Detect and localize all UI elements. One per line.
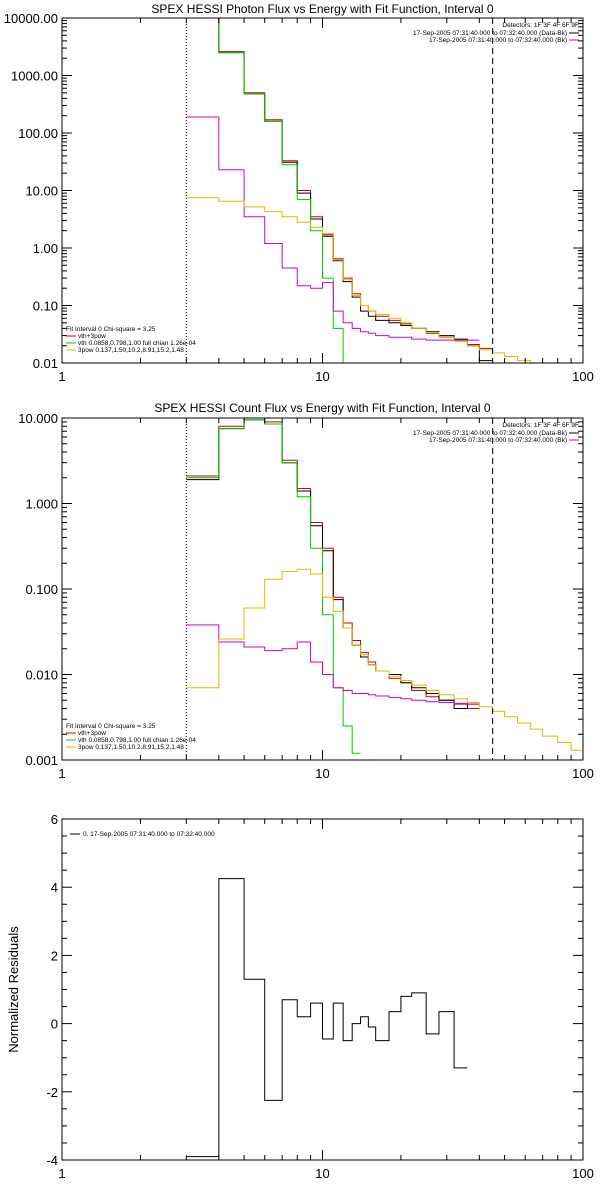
- legend-entry: 17-Sep-2005 07:31:40.000 to 07:32:40.000…: [413, 430, 567, 437]
- y-tick-label: 4: [51, 880, 58, 895]
- x-tick-label: 10: [315, 1166, 329, 1181]
- legend-fit-header: Fit Interval 0 Chi-square = 3.25: [66, 326, 156, 333]
- y-tick-label: 0.001: [25, 753, 58, 768]
- y-tick-label: 10000.00: [4, 11, 58, 26]
- legend-entry: 3pow 0.137,1.50,10.2,8.91,15.2,1.48: [78, 744, 184, 751]
- plot-frame: [61, 818, 584, 1161]
- count-flux-panel: SPEX HESSI Count Flux vs Energy with Fit…: [18, 401, 594, 781]
- legend-entry: 17-Sep-2005 07:31:40.000 to 07:32:40.000…: [413, 30, 567, 37]
- series-line-4: [186, 197, 544, 363]
- legend-entry: vth+3pow: [78, 333, 106, 340]
- x-tick-label: 1: [58, 1166, 65, 1181]
- plot-frame: [61, 17, 584, 364]
- y-tick-label: 6: [51, 812, 58, 827]
- x-tick-label: 1: [58, 369, 65, 384]
- series-line-4: [186, 568, 583, 751]
- series-line-3: [186, 116, 480, 341]
- y-tick-label: 1000.00: [11, 69, 58, 84]
- legend-bottom-left: Fit Interval 0 Chi-square = 3.25vth+3pow…: [66, 326, 196, 354]
- legend-entry: vth+3pow: [78, 730, 106, 737]
- residuals-panel: Normalized Residuals 1 10 100 6 4 2 0 -2 -4 0. 17-…: [6, 812, 594, 1181]
- legend-top-left: 0. 17-Sep-2005 07:31:40.000 to 07:32:40.…: [70, 831, 215, 838]
- y-tick-label: 2: [51, 948, 58, 963]
- y-tick-label: 0: [51, 1017, 58, 1032]
- legend-entry: 17-Sep-2005 07:31:40.000 to 07:32:40.000…: [429, 37, 567, 44]
- legend-entry: vth 0.0858,0.798,1.00 full chian 1.26e-0…: [78, 737, 196, 744]
- legend-entry: 3pow 0.137,1.50,10.2,8.91,15.2,1.48: [78, 347, 184, 354]
- legend-fit-header: Fit Interval 0 Chi-square = 3.25: [66, 723, 156, 730]
- x-tick-label: 100: [572, 766, 594, 781]
- photon-flux-panel: SPEX HESSI Photon Flux vs Energy with Fi…: [4, 2, 594, 384]
- legend-entry: 0. 17-Sep-2005 07:31:40.000 to 07:32:40.…: [83, 831, 215, 838]
- legend-detectors: Detectors: 1F 3F 4F 6F 9F: [502, 422, 579, 429]
- y-tick-label: 100.00: [18, 126, 58, 141]
- series-line-2: [186, 419, 361, 754]
- x-tick-label: 100: [572, 369, 594, 384]
- y-tick-label: 0.01: [33, 356, 58, 371]
- y-axis-label: Normalized Residuals: [6, 926, 21, 1053]
- series-line-3: [186, 624, 480, 705]
- legend-bottom-left: Fit Interval 0 Chi-square = 3.25vth+3pow…: [66, 723, 196, 751]
- x-tick-label: 100: [572, 1166, 594, 1181]
- y-tick-label: 10.000: [18, 411, 58, 426]
- series-line-0: [186, 878, 468, 1158]
- legend-detectors: Detectors: 1F 3F 4F 6F 9F: [502, 22, 579, 29]
- y-tick-label: 1.000: [25, 497, 58, 512]
- y-tick-label: 0.10: [33, 299, 58, 314]
- y-tick-label: 10.00: [25, 184, 58, 199]
- x-tick-label: 1: [58, 766, 65, 781]
- x-tick-label: 10: [315, 369, 329, 384]
- y-tick-label: 1.00: [33, 241, 58, 256]
- y-tick-label: -2: [46, 1085, 58, 1100]
- y-tick-label: -4: [46, 1153, 58, 1168]
- y-tick-label: 0.100: [25, 582, 58, 597]
- y-tick-label: 0.010: [25, 668, 58, 683]
- x-tick-label: 10: [315, 766, 329, 781]
- chart-title: SPEX HESSI Photon Flux vs Energy with Fi…: [151, 2, 493, 16]
- legend-entry: 17-Sep-2005 07:31:40.000 to 07:32:40.000…: [429, 437, 567, 444]
- series-line-2: [218, 18, 353, 363]
- series-group: [186, 418, 583, 754]
- series-group: [186, 878, 468, 1158]
- chart-title: SPEX HESSI Count Flux vs Energy with Fit…: [154, 401, 490, 415]
- series-line-1: [218, 18, 493, 362]
- legend-entry: vth 0.0858,0.798,1.00 full chian 1.26e-0…: [78, 340, 196, 347]
- series-group: [186, 18, 544, 363]
- series-line-0: [186, 418, 480, 710]
